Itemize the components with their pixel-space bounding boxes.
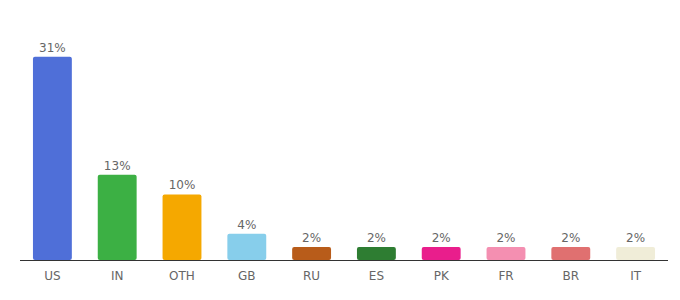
bars bbox=[33, 57, 655, 260]
data-label: 31% bbox=[39, 41, 66, 55]
x-axis-line bbox=[20, 260, 668, 261]
x-tick-label: GB bbox=[238, 269, 256, 283]
chart-container: 31% 13% 10% 4% 2% 2% 2% 2% 2% 2% US IN OTH GB RU ES PK FR… bbox=[0, 0, 680, 300]
x-tick-label: OTH bbox=[169, 269, 195, 283]
bar bbox=[98, 175, 137, 260]
x-tick-label: FR bbox=[498, 269, 513, 283]
data-label: 2% bbox=[302, 231, 321, 245]
x-tick-label: US bbox=[44, 269, 60, 283]
bar bbox=[616, 247, 655, 260]
data-label: 2% bbox=[367, 231, 386, 245]
x-tick-label: PK bbox=[434, 269, 450, 283]
data-label: 2% bbox=[432, 231, 451, 245]
bar bbox=[487, 247, 526, 260]
data-label: 13% bbox=[104, 159, 131, 173]
bar bbox=[422, 247, 461, 260]
x-tick-label: RU bbox=[303, 269, 320, 283]
bar bbox=[33, 57, 72, 260]
bar bbox=[227, 234, 266, 260]
x-tick-label: ES bbox=[369, 269, 384, 283]
x-tick-label: BR bbox=[563, 269, 580, 283]
data-label: 4% bbox=[237, 218, 256, 232]
bar bbox=[163, 194, 202, 260]
data-label: 2% bbox=[626, 231, 645, 245]
chart: 31% 13% 10% 4% 2% 2% 2% 2% 2% 2% US IN OTH GB RU ES PK FR… bbox=[0, 0, 680, 300]
bar bbox=[357, 247, 396, 260]
data-label: 10% bbox=[169, 178, 196, 192]
x-tick-label: IN bbox=[111, 269, 124, 283]
data-label: 2% bbox=[496, 231, 515, 245]
x-tick-label: IT bbox=[630, 269, 642, 283]
bar bbox=[292, 247, 331, 260]
data-label: 2% bbox=[561, 231, 580, 245]
bar bbox=[551, 247, 590, 260]
